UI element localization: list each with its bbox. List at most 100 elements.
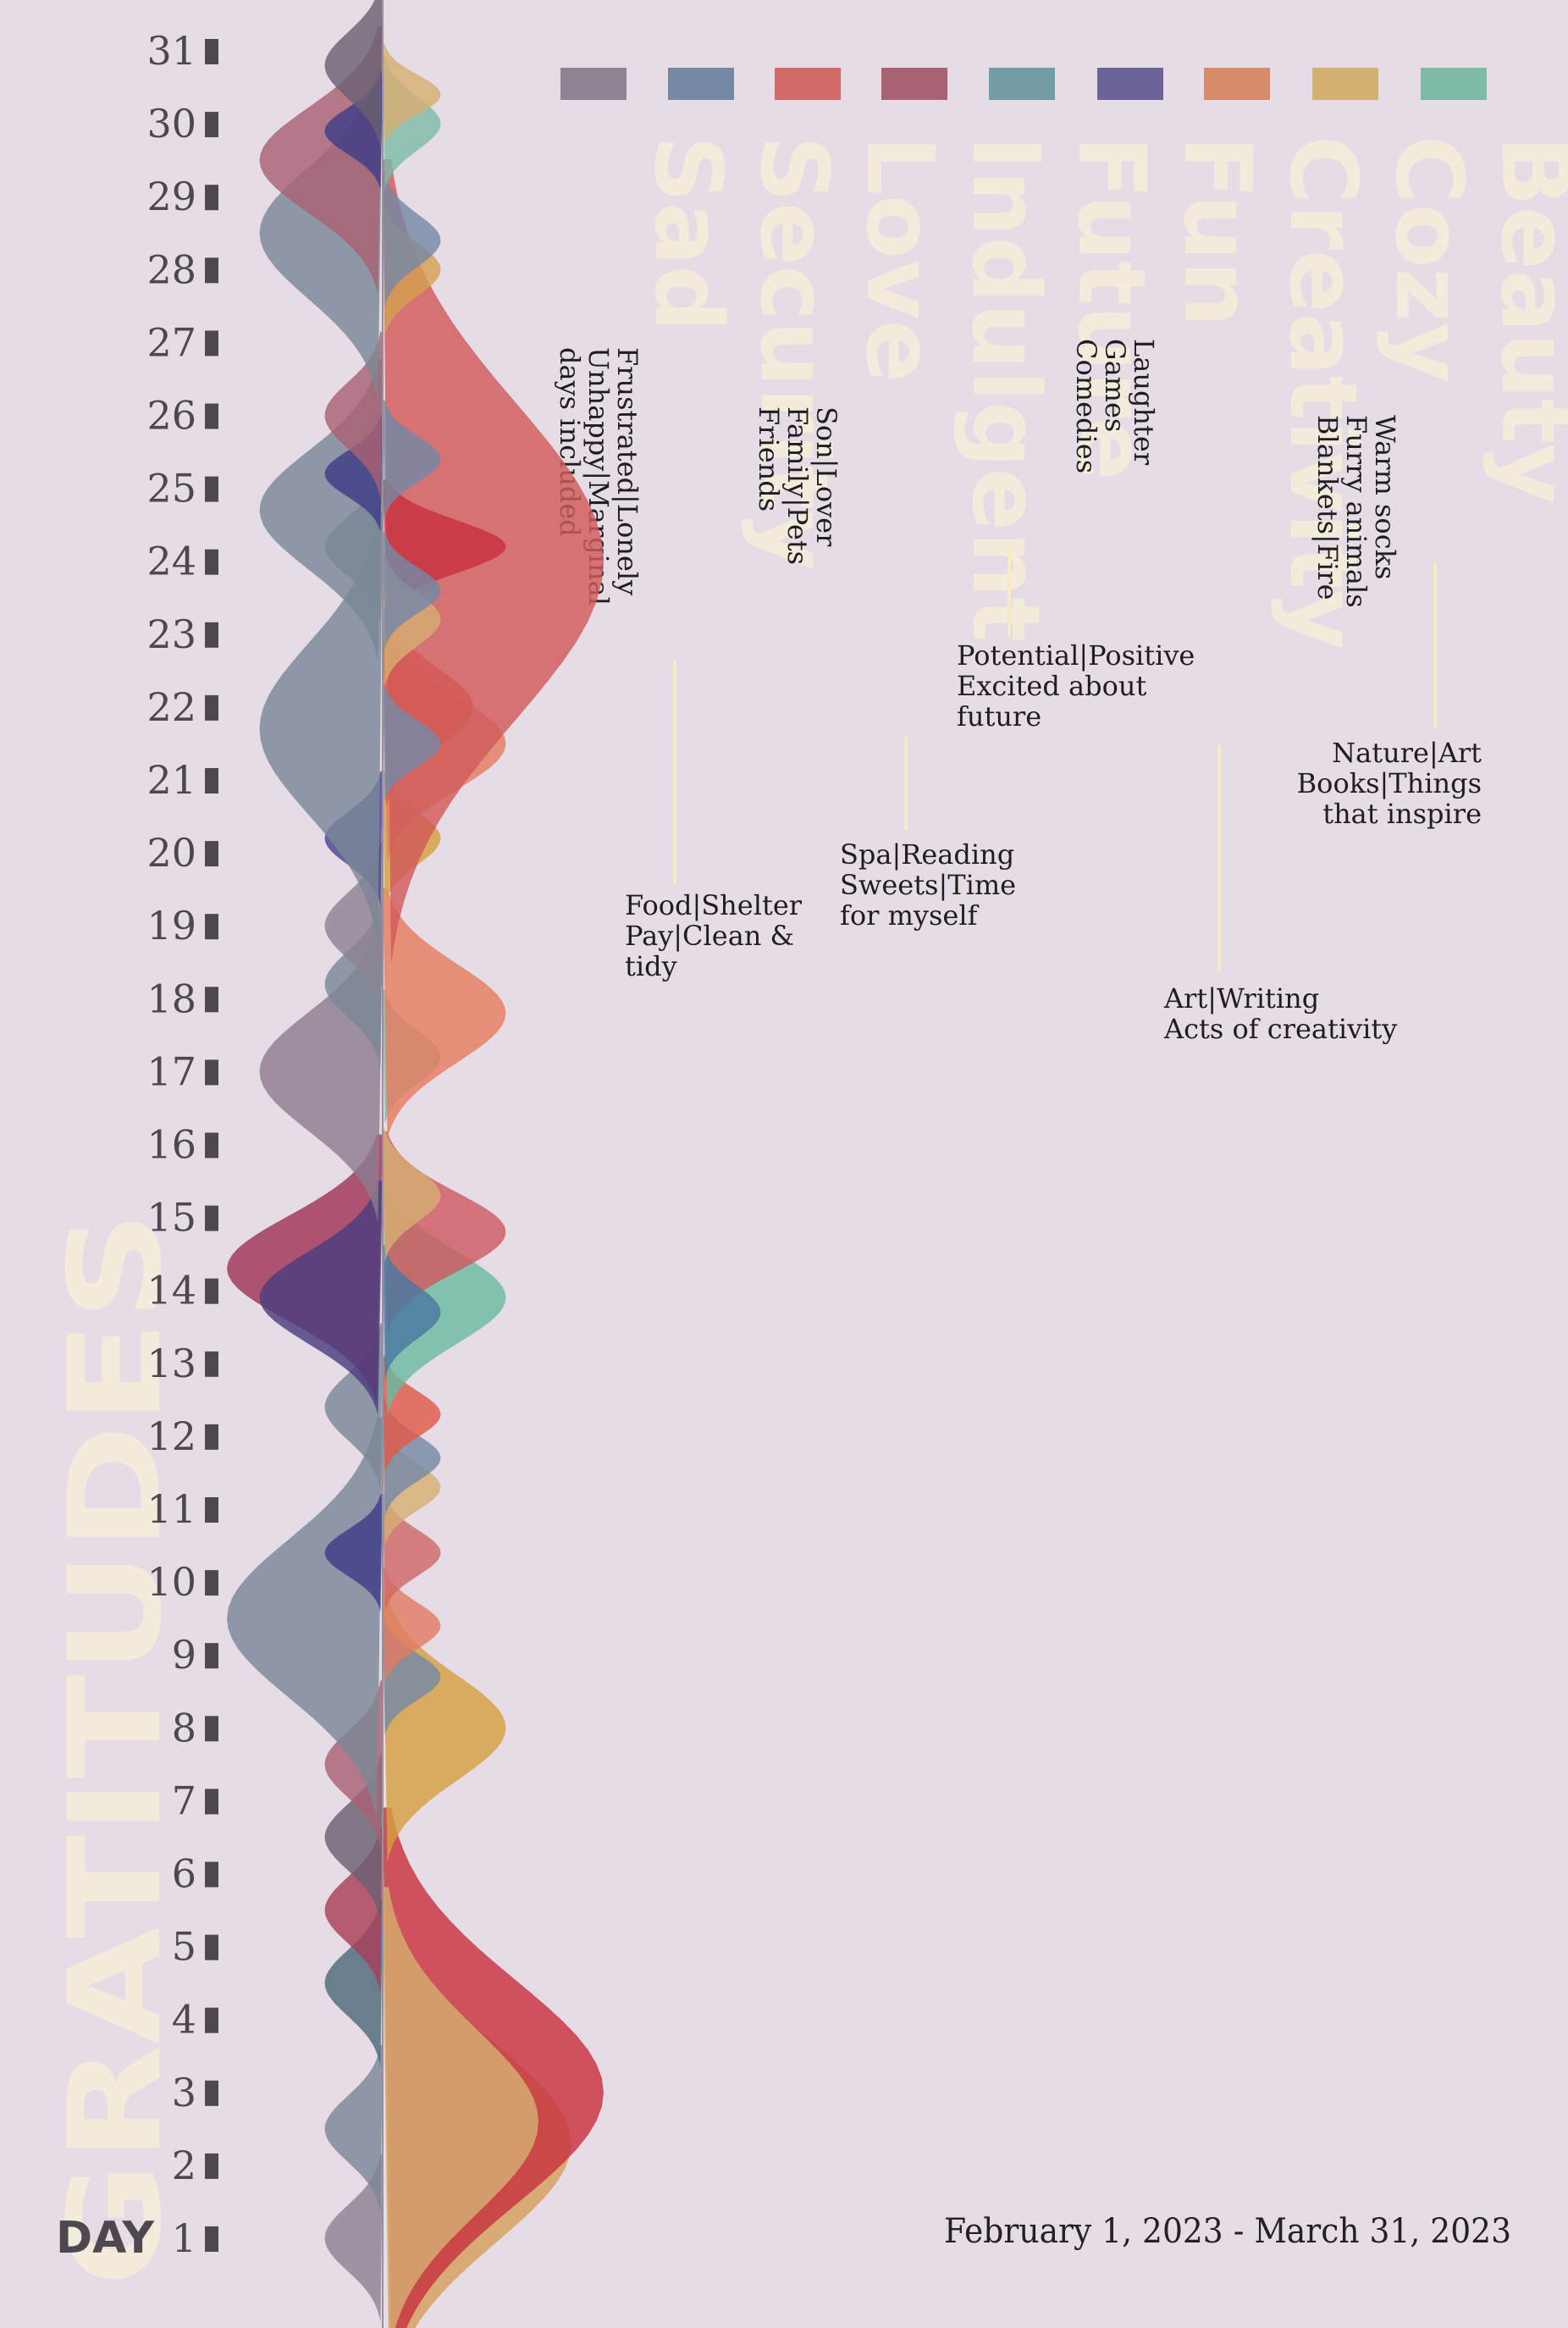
category-note-indulgent: Sweets|Time	[840, 869, 1016, 901]
stream-lobe-right	[383, 158, 604, 964]
day-tick-mark	[205, 549, 218, 575]
day-tick-mark	[205, 1205, 218, 1231]
day-tick-mark	[205, 257, 218, 284]
category-note-creativity: Acts of creativity	[1163, 1013, 1397, 1045]
category-note-fun: Games	[1099, 339, 1131, 432]
category-note-security: Pay|Clean &	[625, 920, 794, 952]
day-tick-label: 26	[146, 393, 196, 439]
stream-lobe-left	[324, 2044, 383, 2213]
day-tick-label: 25	[146, 466, 196, 511]
category-word-indulgent: Indulgent	[952, 135, 1060, 642]
stream-lobe-right	[383, 173, 441, 307]
day-tick-label: 3	[172, 2070, 196, 2115]
stream-lobe-right	[383, 531, 441, 650]
legend-swatch-sad	[560, 68, 627, 100]
day-tick-label: 6	[172, 1851, 196, 1897]
stream-lobe-left	[324, 2154, 383, 2322]
day-tick-label: 27	[146, 319, 196, 365]
stream-lobe-left	[324, 0, 383, 150]
day-tick-label: 31	[146, 28, 196, 74]
day-tick-mark	[205, 330, 218, 357]
category-note-love: Friends	[753, 406, 785, 511]
day-tick-mark	[205, 914, 218, 940]
category-note-future: Excited about	[957, 670, 1146, 702]
day-axis: 1234567891011121314151617181920212223242…	[146, 28, 218, 2261]
day-tick-label: 21	[146, 757, 196, 803]
category-note-future: Potential|Positive	[957, 639, 1195, 672]
legend-swatch-creativity	[1204, 68, 1270, 100]
day-tick-label: 19	[146, 903, 196, 948]
category-note-love: Son|Lover	[810, 406, 842, 547]
legend-swatch-security	[668, 68, 734, 100]
day-tick-mark	[205, 1570, 218, 1596]
day-tick-mark	[205, 39, 218, 64]
category-note-cozy: Blankets|Fire	[1311, 415, 1344, 600]
stream-lobe-left	[324, 1494, 383, 1612]
day-tick-mark	[205, 403, 218, 429]
legend-swatch-indulgent	[881, 68, 947, 100]
category-note-beauty: Nature|Art	[1332, 737, 1482, 769]
day-tick-mark	[205, 1789, 218, 1815]
day-tick-label: 16	[146, 1122, 196, 1168]
day-tick-mark	[205, 1132, 218, 1158]
day-tick-mark	[205, 1424, 218, 1450]
stream-shapes	[227, 0, 604, 2328]
category-note-future: future	[957, 700, 1041, 733]
day-tick-mark	[205, 2153, 218, 2179]
legend-swatch-fun	[1097, 68, 1163, 100]
day-tick-mark	[205, 1861, 218, 1888]
day-tick-mark	[205, 768, 218, 794]
day-tick-label: 30	[146, 101, 196, 147]
day-tick-mark	[205, 112, 218, 138]
legend	[560, 68, 1487, 100]
category-note-security: Food|Shelter	[625, 889, 803, 921]
day-tick-label: 7	[172, 1778, 196, 1823]
day-tick-label: 9	[172, 1632, 196, 1678]
stream-lobe-right	[383, 44, 441, 145]
day-tick-label: 18	[146, 976, 196, 1021]
stream-lobe-right	[383, 1128, 441, 1263]
day-tick-mark	[205, 1497, 218, 1523]
stream-lobe-left	[259, 511, 383, 947]
day-tick-label: 11	[146, 1486, 196, 1532]
day-tick-label: 13	[146, 1341, 196, 1386]
axis-label: DAY	[56, 2213, 155, 2264]
day-tick-label: 28	[146, 246, 196, 292]
day-tick-label: 8	[172, 1705, 196, 1750]
legend-swatch-future	[989, 68, 1055, 100]
stream-lobe-right	[383, 1567, 441, 1684]
category-note-creativity: Art|Writing	[1163, 982, 1319, 1015]
category-word-sad: Sad	[634, 135, 743, 332]
category-word-fun: Fun	[1163, 135, 1272, 327]
category-word-beauty: Beauty	[1481, 135, 1568, 504]
stream-lobe-right	[383, 684, 441, 803]
day-tick-mark	[205, 2080, 218, 2106]
category-note-indulgent: for myself	[840, 899, 980, 932]
day-tick-mark	[205, 2226, 218, 2252]
category-note-fun: Comedies	[1070, 339, 1102, 473]
watermark-title: GRATITUDES	[42, 1211, 190, 2287]
day-tick-mark	[205, 1934, 218, 1960]
day-tick-label: 10	[146, 1559, 196, 1605]
date-range: February 1, 2023 - March 31, 2023	[944, 2212, 1511, 2251]
day-tick-mark	[205, 1351, 218, 1377]
stream-lobe-left	[259, 1180, 383, 1415]
stream-lobe-right	[383, 888, 506, 1139]
category-word-marks: BeautyCozyCreativityFunFutureIndulgentLo…	[634, 135, 1568, 650]
category-note-beauty: that inspire	[1322, 798, 1482, 830]
stream-lobe-right	[383, 400, 441, 518]
legend-swatch-love	[775, 68, 841, 100]
day-tick-mark	[205, 2007, 218, 2033]
stream-lobe-right	[383, 1887, 538, 2328]
category-word-future: Future	[1057, 135, 1166, 481]
day-tick-label: 1	[172, 2215, 196, 2261]
day-tick-mark	[205, 1643, 218, 1669]
category-note-beauty: Books|Things	[1297, 767, 1482, 799]
day-tick-mark	[205, 622, 218, 648]
category-word-creativity: Creativity	[1269, 135, 1378, 650]
category-note-sad: Frustrated|Lonely	[611, 347, 643, 595]
category-note-security: tidy	[625, 950, 677, 982]
day-tick-label: 23	[146, 611, 196, 657]
